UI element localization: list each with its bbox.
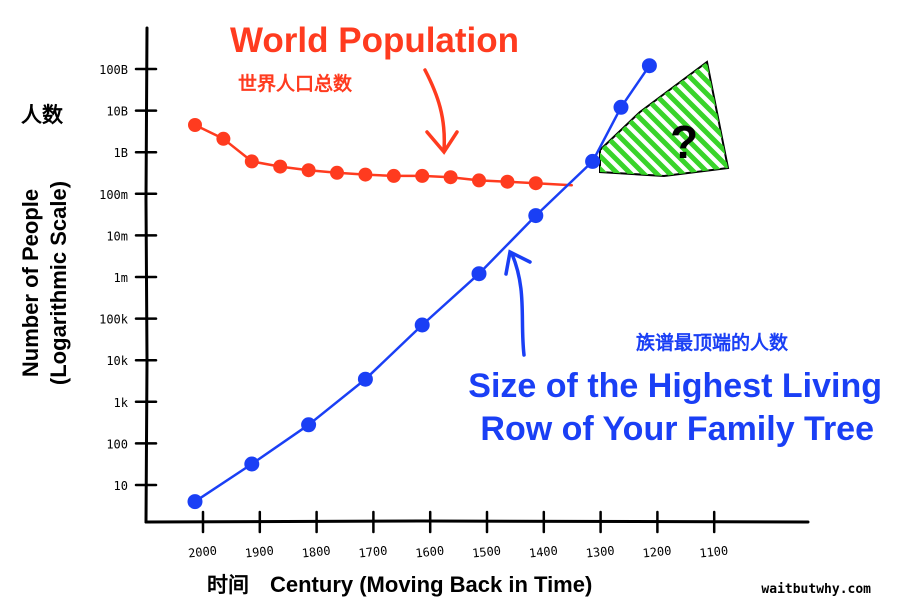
data-point [216,131,231,146]
hatch-line [600,62,621,176]
data-point [357,371,373,387]
data-point [386,168,401,183]
data-point [585,153,601,169]
y-tick-label: 1B [114,146,128,160]
x-tick-label: 1700 [358,544,388,561]
x-tick-label: 1300 [585,544,615,561]
hatch-line [767,50,900,200]
x-tick-label: 1800 [301,544,331,561]
y-tick-label: 100B [99,63,128,77]
y-tick-label: 10B [106,105,128,119]
data-point [500,174,515,189]
x-axis-label: Century (Moving Back in Time) [270,572,592,597]
hatch-line [712,62,728,176]
data-point [415,168,430,183]
x-axis-label-cn: 时间 [207,573,249,597]
y-axis-label: Number of People [18,189,43,377]
title-arrow [423,68,459,155]
hatch-line [442,50,592,200]
data-point [358,167,373,182]
chart-title-cn: 世界人口总数 [238,72,353,95]
y-tick-label: 100m [99,188,128,202]
series-layer [187,58,657,510]
data-point [244,456,260,472]
data-point [472,173,486,188]
x-tick-label: 1200 [642,544,672,561]
y-tick-label: 10 [114,479,128,493]
x-tick-label: 1400 [528,544,558,561]
family-tree-label-cn: 族谱最顶端的人数 [636,331,789,354]
hatch-line [673,62,728,176]
x-axis [144,519,810,524]
hatch-line [741,50,891,200]
data-point [414,317,430,333]
hatch-line [390,50,540,200]
data-point [188,118,202,132]
y-axis [144,26,149,524]
family-tree-label-line2: Row of Your Family Tree [480,410,874,448]
data-point [471,266,487,282]
series-world-population [188,118,574,191]
x-tick-label: 1100 [699,544,729,561]
x-tick-label: 1600 [415,544,445,561]
chart-title: World Population [230,21,519,60]
y-tick-label: 100 [106,437,128,451]
hatch-line [725,62,728,176]
x-tick-label: 1500 [471,544,501,561]
y-tick-label: 100k [99,313,129,327]
hatch-line [699,62,728,176]
y-tick-label: 1m [114,271,128,285]
family-tree-label-line1: Size of the Highest Living [468,367,882,405]
hatch-line [600,62,647,176]
question-mark: ? [670,116,698,168]
axes [144,26,810,524]
data-point [641,58,657,74]
y-axis-label-cn: 人数 [21,103,64,127]
data-point [613,99,629,115]
y-ticks: 10 100 1k 10k 100k 1m 10m 100m 1B 10B 100B [99,63,158,493]
y-tick-label: 10k [106,354,128,368]
data-point [528,208,544,224]
data-point [301,163,316,178]
y-axis-label-sub: (Logarithmic Scale) [46,181,71,385]
series-line [193,64,651,503]
data-point [244,154,259,169]
y-tick-label: 1k [114,396,129,410]
credit: waitbutwhy.com [761,582,871,597]
data-point [301,417,317,433]
x-tick-label: 1900 [244,544,274,561]
x-tick-label: 2000 [187,544,217,561]
series-family-tree [187,58,657,510]
y-tick-label: 10m [106,229,128,243]
hatch-line [780,50,900,200]
hatch-line [754,50,900,200]
x-ticks: 2000 1900 1800 1700 1600 1500 1400 1300 1200 1100 [187,510,729,561]
data-point [273,159,288,174]
data-point [528,176,543,191]
data-point [330,165,344,180]
data-point [443,170,458,185]
data-point [187,494,203,510]
family-tree-arrow [504,249,532,357]
